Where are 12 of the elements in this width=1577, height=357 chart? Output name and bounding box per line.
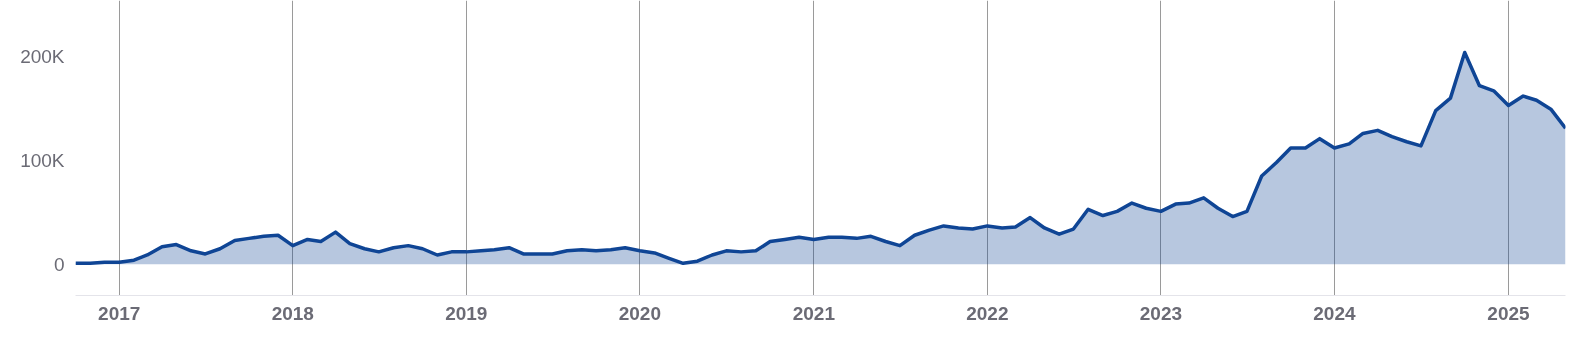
x-tick-label: 2017	[98, 302, 141, 324]
x-tick-label: 2024	[1313, 302, 1357, 324]
x-tick-label: 2023	[1139, 302, 1183, 324]
x-tick-label: 2019	[445, 302, 488, 324]
x-tick-label: 2020	[618, 302, 661, 324]
x-tick-label: 2025	[1487, 302, 1531, 324]
x-tick-label: 2022	[966, 302, 1009, 324]
y-tick-label: 200K	[20, 46, 65, 68]
x-tick-label: 2021	[792, 302, 836, 324]
y-tick-label: 0	[53, 253, 65, 275]
y-tick-label: 100K	[20, 149, 65, 171]
x-tick-label: 2018	[271, 302, 314, 324]
